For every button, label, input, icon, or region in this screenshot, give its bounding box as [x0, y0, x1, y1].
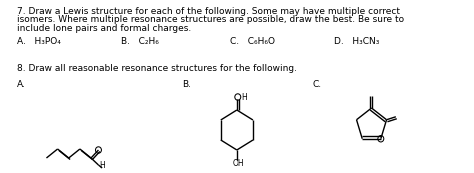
Text: A.   H₃PO₄: A. H₃PO₄: [17, 37, 61, 46]
Text: C.   C₆H₆O: C. C₆H₆O: [230, 37, 275, 46]
Text: isomers. Where multiple resonance structures are possible, draw the best. Be sur: isomers. Where multiple resonance struct…: [17, 16, 404, 25]
Text: OH: OH: [232, 158, 244, 167]
Text: 8. Draw all reasonable resonance structures for the following.: 8. Draw all reasonable resonance structu…: [17, 64, 297, 73]
Text: B.   C₂H₆: B. C₂H₆: [121, 37, 159, 46]
Text: include lone pairs and formal charges.: include lone pairs and formal charges.: [17, 24, 191, 33]
Text: B.: B.: [182, 80, 191, 89]
Text: 7. Draw a Lewis structure for each of the following. Some may have multiple corr: 7. Draw a Lewis structure for each of th…: [17, 7, 400, 16]
Text: C.: C.: [312, 80, 321, 89]
Text: D.   H₃CN₃: D. H₃CN₃: [334, 37, 380, 46]
Text: H: H: [100, 162, 105, 171]
Text: A.: A.: [17, 80, 26, 89]
Text: H: H: [241, 93, 247, 102]
